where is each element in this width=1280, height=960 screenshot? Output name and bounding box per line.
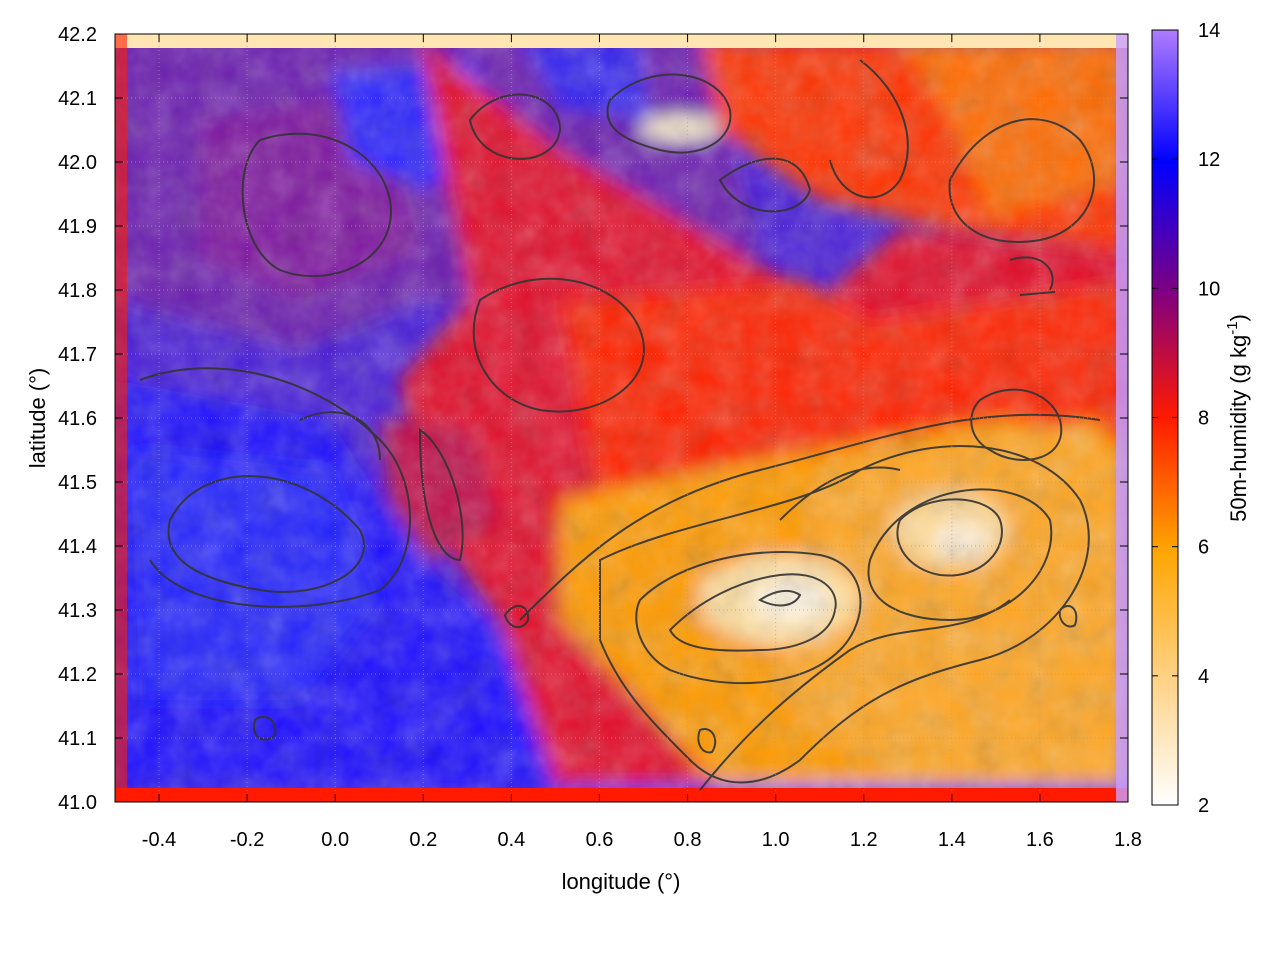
- colorbar-tick-label: 10: [1198, 278, 1220, 300]
- colorbar-label-base: 50m-humidity (g kg: [1226, 335, 1251, 522]
- x-axis-label: longitude (°): [562, 869, 681, 894]
- y-tick-label: 41.6: [58, 408, 97, 430]
- grid-lines: [115, 33, 1129, 803]
- x-tick-label: -0.2: [230, 829, 264, 851]
- x-tick-label: 1.6: [1026, 829, 1054, 851]
- x-axis: -0.4 -0.2 0.0 0.2 0.4 0.6 0.8 1.0 1.2 1.4 1.6 1.8: [142, 34, 1142, 851]
- y-tick-label: 41.9: [58, 216, 97, 238]
- x-tick-label: 1.0: [762, 829, 790, 851]
- x-tick-label: 1.4: [938, 829, 966, 851]
- colorbar-ticks: 2 4 6 8 10 12 14: [1152, 20, 1220, 817]
- colorbar-label-exponent: -1: [1224, 321, 1241, 334]
- x-tick-label: 0.8: [674, 829, 702, 851]
- colorbar-label-tail: ): [1226, 314, 1251, 321]
- y-tick-label: 41.4: [58, 536, 97, 558]
- y-tick-label: 42.2: [58, 24, 97, 46]
- x-tick-label: 0.6: [586, 829, 614, 851]
- colorbar: 2 4 6 8 10 12 14 50m-humidity (g kg-1): [1151, 20, 1251, 817]
- y-tick-label: 41.1: [58, 728, 97, 750]
- x-tick-label: -0.4: [142, 829, 176, 851]
- colorbar-tick-label: 4: [1198, 666, 1209, 688]
- y-tick-label: 41.5: [58, 472, 97, 494]
- colorbar-tick-label: 2: [1198, 795, 1209, 817]
- x-tick-label: 1.2: [850, 829, 878, 851]
- x-tick-label: 1.8: [1114, 829, 1142, 851]
- colorbar-tick-label: 6: [1198, 537, 1209, 559]
- y-tick-label: 41.2: [58, 664, 97, 686]
- y-tick-label: 42.1: [58, 88, 97, 110]
- x-tick-label: 0.2: [409, 829, 437, 851]
- y-tick-label: 41.3: [58, 600, 97, 622]
- y-tick-label: 42.0: [58, 152, 97, 174]
- y-tick-label: 41.7: [58, 344, 97, 366]
- colorbar-tick-label: 8: [1198, 408, 1209, 430]
- y-axis-label: latitude (°): [25, 368, 50, 469]
- colorbar-label: 50m-humidity (g kg-1): [1224, 314, 1251, 522]
- y-tick-label: 41.8: [58, 280, 97, 302]
- x-tick-label: 0.4: [497, 829, 525, 851]
- colorbar-tick-label: 12: [1198, 149, 1220, 171]
- terrain-contours: [139, 59, 1101, 791]
- y-tick-label: 41.0: [58, 792, 97, 814]
- x-tick-label: 0.0: [321, 829, 349, 851]
- y-axis: 41.0 41.1 41.2 41.3 41.4 41.5 41.6 41.7 41.8 41.9…: [58, 24, 1128, 814]
- colorbar-tick-label: 14: [1198, 20, 1220, 42]
